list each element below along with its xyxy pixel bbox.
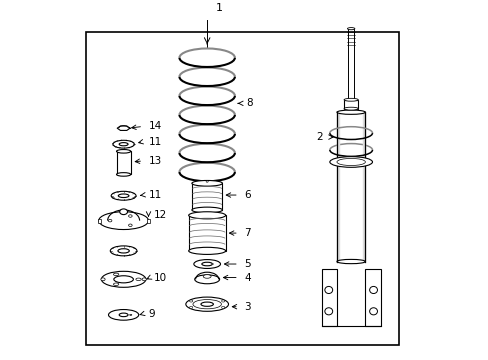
Ellipse shape bbox=[116, 149, 130, 153]
Bar bbox=[188, 215, 225, 251]
Ellipse shape bbox=[136, 278, 141, 280]
Ellipse shape bbox=[369, 287, 377, 293]
Ellipse shape bbox=[189, 306, 192, 309]
Text: 14: 14 bbox=[148, 121, 162, 131]
Ellipse shape bbox=[344, 98, 358, 101]
Ellipse shape bbox=[201, 302, 213, 306]
Text: 7: 7 bbox=[244, 228, 251, 238]
Ellipse shape bbox=[191, 207, 222, 213]
Text: 4: 4 bbox=[244, 273, 251, 283]
Bar bbox=[116, 151, 130, 175]
Bar bbox=[365, 269, 380, 325]
Text: 13: 13 bbox=[148, 156, 162, 166]
Text: 1: 1 bbox=[216, 3, 223, 13]
Text: 2: 2 bbox=[315, 132, 322, 142]
Text: 6: 6 bbox=[244, 190, 251, 200]
Ellipse shape bbox=[128, 215, 132, 217]
Polygon shape bbox=[336, 112, 338, 261]
Ellipse shape bbox=[108, 310, 139, 320]
Text: 11: 11 bbox=[148, 190, 162, 200]
Ellipse shape bbox=[329, 157, 372, 167]
Ellipse shape bbox=[202, 262, 212, 266]
Ellipse shape bbox=[120, 209, 127, 215]
Polygon shape bbox=[363, 112, 365, 261]
Ellipse shape bbox=[336, 158, 365, 166]
Ellipse shape bbox=[101, 271, 145, 287]
Ellipse shape bbox=[116, 173, 130, 176]
Ellipse shape bbox=[129, 314, 132, 315]
Text: 11: 11 bbox=[148, 137, 162, 147]
Ellipse shape bbox=[101, 278, 105, 281]
Ellipse shape bbox=[118, 249, 129, 253]
Ellipse shape bbox=[344, 107, 358, 110]
Text: 5: 5 bbox=[244, 259, 251, 269]
Text: 3: 3 bbox=[244, 302, 251, 312]
Ellipse shape bbox=[203, 275, 211, 278]
Text: 9: 9 bbox=[148, 309, 155, 319]
Ellipse shape bbox=[114, 276, 133, 283]
Bar bbox=[191, 183, 222, 210]
Ellipse shape bbox=[346, 28, 354, 30]
Polygon shape bbox=[117, 126, 130, 130]
FancyArrow shape bbox=[98, 219, 101, 223]
Ellipse shape bbox=[336, 110, 365, 114]
Ellipse shape bbox=[113, 140, 134, 148]
Ellipse shape bbox=[128, 224, 132, 226]
Ellipse shape bbox=[118, 194, 129, 198]
Ellipse shape bbox=[191, 180, 222, 186]
Ellipse shape bbox=[336, 260, 365, 264]
Ellipse shape bbox=[108, 219, 112, 222]
Ellipse shape bbox=[205, 181, 208, 182]
Ellipse shape bbox=[221, 306, 224, 309]
Ellipse shape bbox=[221, 300, 224, 302]
Bar bbox=[344, 100, 358, 109]
Ellipse shape bbox=[369, 308, 377, 315]
Text: 10: 10 bbox=[154, 273, 167, 283]
FancyArrow shape bbox=[146, 219, 149, 223]
Ellipse shape bbox=[110, 246, 137, 256]
Bar bbox=[321, 269, 336, 325]
Ellipse shape bbox=[142, 278, 146, 281]
Ellipse shape bbox=[188, 247, 225, 255]
Ellipse shape bbox=[324, 287, 332, 293]
Ellipse shape bbox=[99, 212, 148, 230]
Ellipse shape bbox=[111, 191, 136, 200]
Text: 12: 12 bbox=[154, 210, 167, 220]
Ellipse shape bbox=[185, 297, 228, 311]
Ellipse shape bbox=[193, 300, 221, 309]
Ellipse shape bbox=[189, 300, 192, 302]
Ellipse shape bbox=[119, 143, 128, 146]
Ellipse shape bbox=[113, 273, 119, 276]
Ellipse shape bbox=[193, 260, 220, 269]
Text: 8: 8 bbox=[246, 98, 253, 108]
Bar bbox=[86, 32, 398, 345]
Ellipse shape bbox=[188, 212, 225, 219]
Ellipse shape bbox=[119, 313, 128, 317]
Ellipse shape bbox=[194, 275, 219, 284]
Ellipse shape bbox=[113, 283, 119, 285]
Ellipse shape bbox=[324, 308, 332, 315]
Ellipse shape bbox=[211, 264, 213, 265]
